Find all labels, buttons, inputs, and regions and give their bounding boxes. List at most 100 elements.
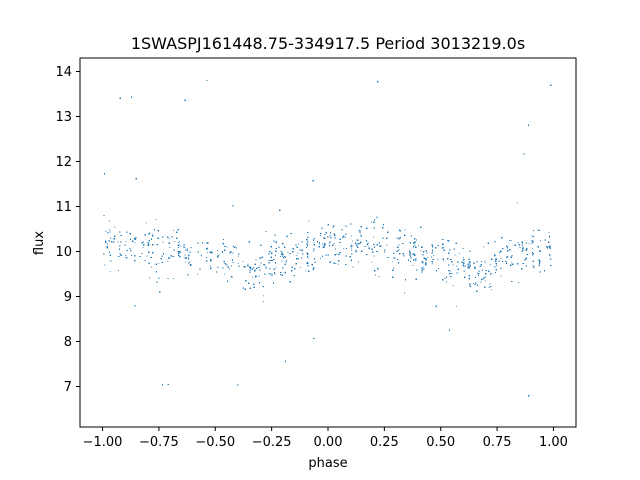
data-point [167,260,169,262]
data-point [531,235,533,237]
data-point [280,256,281,257]
data-point [179,244,181,246]
data-point [413,259,415,260]
data-point [313,239,314,240]
data-point [521,241,523,242]
data-point [410,256,411,257]
data-point [308,220,310,222]
data-point [298,243,300,245]
data-point [483,246,485,248]
data-point [286,259,288,261]
data-point [528,243,530,245]
data-point [337,263,339,265]
data-point [184,247,186,248]
data-point [437,258,439,260]
data-point [189,261,191,263]
chart-title: 1SWASPJ161448.75-334917.5 Period 3013219… [131,34,525,53]
data-point [549,235,551,237]
data-point [549,246,551,248]
data-point [489,264,491,265]
data-point [270,246,272,248]
data-point [275,250,277,252]
data-point [206,247,208,249]
data-point [531,240,533,241]
data-point [415,259,417,261]
data-point [350,244,352,246]
data-point [173,278,175,280]
data-point [297,258,299,260]
data-point [179,241,180,243]
data-point [186,248,188,250]
data-point [263,264,265,265]
data-point [142,247,144,249]
data-point [297,252,299,254]
data-point [490,289,492,291]
data-point [450,272,451,274]
data-point [427,257,429,258]
data-point [125,254,127,256]
data-point [237,255,239,257]
data-point [358,230,360,232]
data-point [197,273,198,275]
data-point [446,240,448,241]
data-point [125,241,127,243]
data-point [463,256,464,258]
data-point [550,247,551,249]
data-point [516,202,518,204]
data-point [200,254,202,256]
data-point [539,240,541,242]
data-point [532,241,534,243]
data-point [509,240,510,242]
data-point [270,273,272,275]
data-point [263,301,264,303]
data-point [117,241,119,243]
data-point [446,281,447,283]
data-point [373,236,375,238]
data-point [299,266,301,268]
data-point [463,266,465,268]
data-point [168,238,170,240]
data-point [318,243,320,245]
data-point [169,257,171,259]
data-point [432,263,434,265]
data-point [305,270,307,272]
data-point [433,255,435,256]
data-point [496,265,498,267]
data-point [255,269,256,271]
data-point [352,240,353,242]
data-point [108,241,110,242]
data-point [452,285,454,286]
data-point [105,230,107,232]
data-point [414,245,416,246]
data-point [484,262,486,264]
data-point [343,248,345,250]
data-point [151,233,153,235]
data-point [371,261,373,263]
data-point [178,253,179,255]
data-point [252,276,253,278]
data-point [484,260,486,262]
data-point [201,255,203,257]
data-point [355,243,357,245]
data-point [224,273,226,275]
data-point [308,257,310,259]
data-point [296,255,298,256]
data-point [418,244,420,246]
data-point [454,254,456,256]
data-point [109,271,111,273]
data-point [526,242,527,244]
data-point [386,244,388,246]
data-point [522,248,524,250]
data-point [351,249,353,251]
data-point [392,261,394,263]
data-point [221,252,223,253]
data-point [178,241,180,243]
data-point [155,219,157,221]
data-point [549,247,551,248]
data-point [344,237,346,238]
data-point [484,280,486,282]
data-point [281,243,283,244]
data-point [259,265,261,267]
data-point [151,266,152,268]
